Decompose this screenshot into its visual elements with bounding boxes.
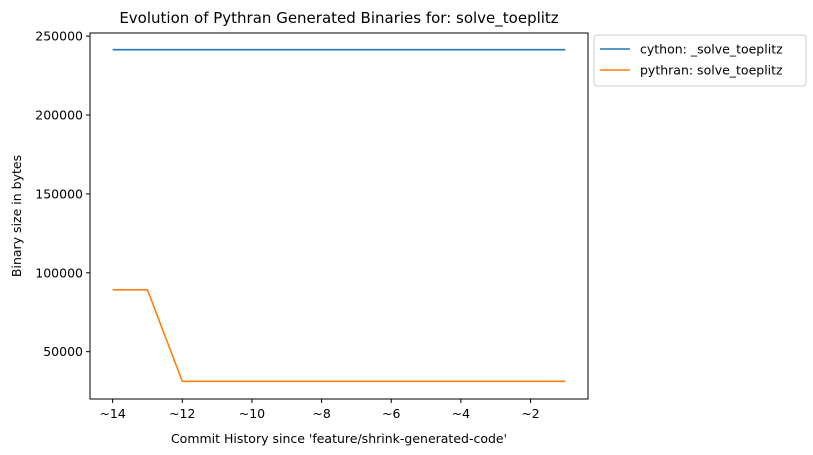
x-tick-label: ~14 bbox=[99, 406, 125, 421]
x-tick-label: ~4 bbox=[452, 406, 470, 421]
y-tick-label: 100000 bbox=[35, 265, 83, 280]
y-axis-title: Binary size in bytes bbox=[9, 155, 24, 277]
y-tick-label: 50000 bbox=[43, 344, 83, 359]
y-tick-label: 250000 bbox=[35, 29, 83, 44]
x-tick-label: ~8 bbox=[312, 406, 330, 421]
x-tick-label: ~12 bbox=[169, 406, 195, 421]
series-layer bbox=[112, 48, 566, 383]
plot-area-frame bbox=[89, 32, 589, 400]
y-tick-label: 150000 bbox=[35, 186, 83, 201]
x-tick-label: ~10 bbox=[239, 406, 265, 421]
x-axis-title: Commit History since 'feature/shrink-gen… bbox=[171, 431, 507, 446]
legend: cython: _solve_toeplitz pythran: solve_to… bbox=[593, 34, 807, 87]
y-axis: 50000 100000 150000 200000 250000 bbox=[35, 29, 90, 359]
legend-label-1: cython: _solve_toeplitz bbox=[640, 42, 783, 57]
series-line-2 bbox=[112, 289, 566, 383]
chart-title: Evolution of Pythran Generated Binaries … bbox=[119, 9, 558, 28]
legend-label-2: pythran: solve_toeplitz bbox=[640, 63, 783, 78]
y-tick-label: 200000 bbox=[35, 108, 83, 123]
x-tick-label: ~6 bbox=[382, 406, 400, 421]
legend-frame bbox=[593, 34, 807, 87]
x-tick-label: ~2 bbox=[521, 406, 539, 421]
x-axis: ~14 ~12 ~10 ~8 ~6 ~4 ~2 bbox=[99, 399, 540, 421]
